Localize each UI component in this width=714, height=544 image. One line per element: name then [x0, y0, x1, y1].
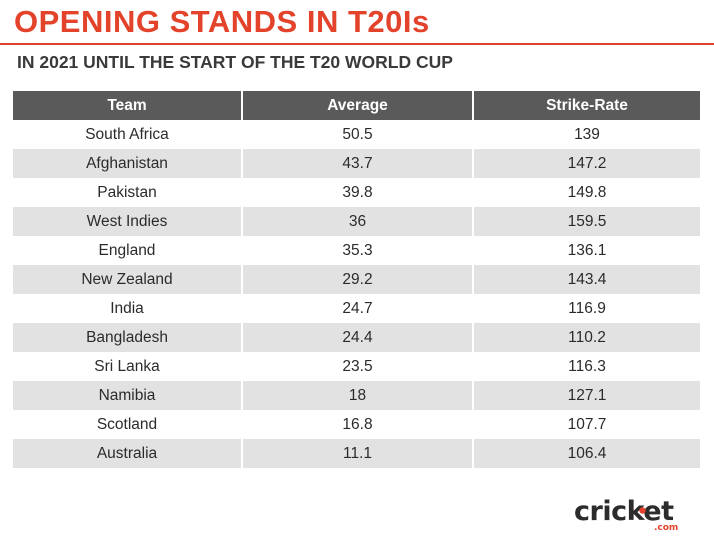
cell-team: South Africa [85, 125, 169, 143]
table-row: Pakistan 39.8 149.8 [13, 178, 700, 207]
cell-average: 36 [241, 207, 473, 236]
cell-team: Bangladesh [13, 323, 242, 352]
table-header-row: Team Average Strike-Rate [13, 91, 700, 120]
cell-strike-rate: 110.2 [472, 323, 700, 352]
stats-table: Team Average Strike-Rate South Africa 50.… [13, 91, 700, 468]
cell-team: Sri Lanka [94, 357, 160, 375]
table-row: New Zealand 29.2 143.4 [13, 265, 700, 294]
table-row: Afghanistan 43.7 147.2 [13, 149, 700, 178]
cell-average: 24.4 [241, 323, 473, 352]
page-title: OPENING STANDS IN T20Is [14, 4, 430, 39]
table-row: Bangladesh 24.4 110.2 [13, 323, 700, 352]
table-row: Scotland 16.8 107.7 [13, 410, 700, 439]
cricket-com-logo: cricket .com [574, 496, 678, 533]
cell-strike-rate: 159.5 [472, 207, 700, 236]
cell-average: 29.2 [241, 265, 473, 294]
cell-average: 23.5 [241, 352, 473, 381]
cell-strike-rate: 116.9 [472, 294, 700, 323]
cell-strike-rate: 116.3 [472, 352, 700, 381]
cell-average: 24.7 [241, 294, 473, 323]
cell-strike-rate: 143.4 [472, 265, 700, 294]
logo-ball-icon [639, 507, 646, 514]
table-row: Sri Lanka 23.5 116.3 [13, 352, 700, 381]
cell-average: 16.8 [241, 410, 473, 439]
cell-team: Afghanistan [13, 149, 242, 178]
cell-average: 39.8 [241, 178, 473, 207]
cell-strike-rate: 106.4 [472, 439, 700, 468]
table-row: West Indies 36 159.5 [13, 207, 700, 236]
cell-team: Australia [13, 439, 242, 468]
cell-average: 50.5 [241, 120, 473, 149]
cell-team: Namibia [13, 381, 242, 410]
cell-strike-rate: 147.2 [472, 149, 700, 178]
column-header-team: Team [13, 91, 242, 120]
cell-average: 18 [241, 381, 473, 410]
cell-team: Scotland [96, 415, 158, 433]
cell-strike-rate: 107.7 [472, 410, 700, 439]
cell-strike-rate: 127.1 [472, 381, 700, 410]
cell-strike-rate: 139 [472, 120, 700, 149]
cell-team: England [98, 241, 156, 259]
table-row: Australia 11.1 106.4 [13, 439, 700, 468]
cell-average: 43.7 [241, 149, 473, 178]
cell-average: 11.1 [241, 439, 473, 468]
logo-wordmark: cricket [574, 496, 674, 527]
table-row: South Africa 50.5 139 [13, 120, 700, 149]
cell-team: New Zealand [13, 265, 242, 294]
column-header-average: Average [241, 91, 473, 120]
cell-strike-rate: 136.1 [472, 236, 700, 265]
cell-strike-rate: 149.8 [472, 178, 700, 207]
cell-team: Pakistan [97, 183, 157, 201]
title-divider [0, 43, 714, 45]
cell-team: India [110, 299, 144, 317]
table-body: South Africa 50.5 139 Afghanistan 43.7 147.2 P… [13, 120, 700, 468]
table-row: England 35.3 136.1 [13, 236, 700, 265]
logo-suffix: .com [654, 523, 678, 533]
cell-average: 35.3 [241, 236, 473, 265]
table-row: India 24.7 116.9 [13, 294, 700, 323]
column-header-strike-rate: Strike-Rate [472, 91, 700, 120]
cell-team: West Indies [13, 207, 242, 236]
page-subtitle: IN 2021 UNTIL THE START OF THE T20 WORLD… [17, 52, 453, 72]
table-row: Namibia 18 127.1 [13, 381, 700, 410]
